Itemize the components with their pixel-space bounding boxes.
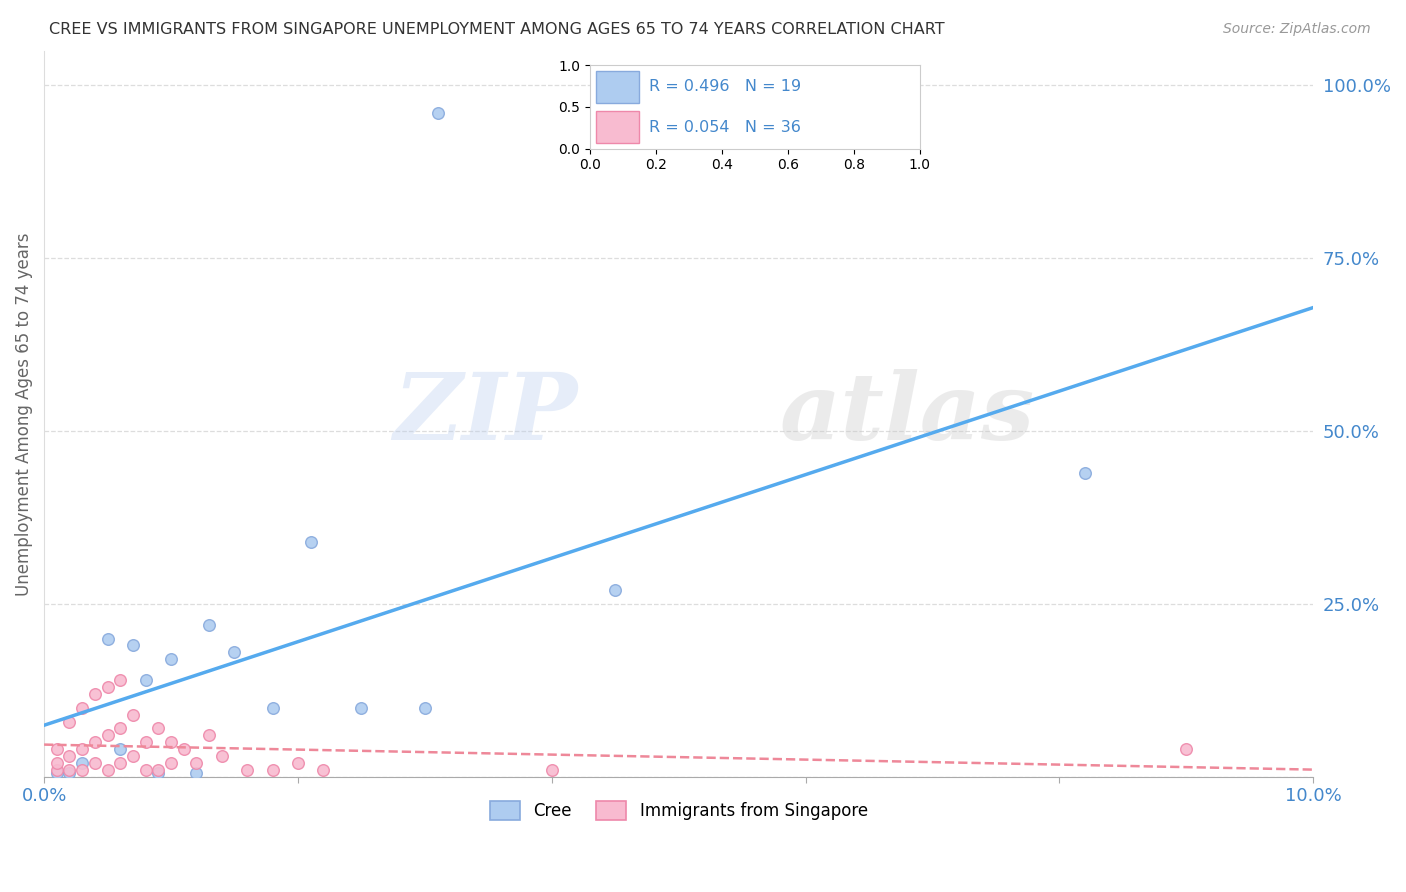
- Y-axis label: Unemployment Among Ages 65 to 74 years: Unemployment Among Ages 65 to 74 years: [15, 232, 32, 596]
- Point: [45, 756, 67, 770]
- Text: CREE VS IMMIGRANTS FROM SINGAPORE UNEMPLOYMENT AMONG AGES 65 TO 74 YEARS CORRELA: CREE VS IMMIGRANTS FROM SINGAPORE UNEMPL…: [49, 22, 945, 37]
- Point: [97, 632, 120, 646]
- Point: [299, 534, 322, 549]
- Point: [1175, 742, 1198, 756]
- Point: [287, 756, 309, 770]
- Point: [198, 728, 221, 742]
- Point: [58, 714, 80, 729]
- Point: [135, 735, 157, 749]
- Point: [236, 763, 259, 777]
- Point: [160, 652, 183, 666]
- Point: [122, 639, 145, 653]
- Point: [83, 735, 105, 749]
- Point: [45, 742, 67, 756]
- Point: [135, 673, 157, 687]
- Point: [70, 763, 93, 777]
- Point: [70, 742, 93, 756]
- Point: [83, 756, 105, 770]
- Point: [173, 742, 195, 756]
- Point: [97, 728, 120, 742]
- Point: [186, 756, 208, 770]
- Legend: Cree, Immigrants from Singapore: Cree, Immigrants from Singapore: [482, 794, 875, 827]
- Point: [58, 749, 80, 764]
- Point: [110, 722, 132, 736]
- Point: [605, 583, 627, 598]
- Point: [148, 763, 170, 777]
- Point: [160, 756, 183, 770]
- Point: [426, 106, 449, 120]
- Point: [211, 749, 233, 764]
- Text: ZIP: ZIP: [392, 368, 576, 458]
- Point: [262, 763, 284, 777]
- Point: [110, 673, 132, 687]
- Point: [350, 700, 373, 714]
- Point: [83, 687, 105, 701]
- Point: [97, 680, 120, 694]
- Point: [540, 763, 562, 777]
- Point: [70, 700, 93, 714]
- Point: [262, 700, 284, 714]
- Point: [122, 707, 145, 722]
- Point: [413, 700, 436, 714]
- Point: [148, 766, 170, 780]
- Point: [110, 742, 132, 756]
- Point: [122, 749, 145, 764]
- Text: atlas: atlas: [780, 368, 1035, 458]
- Point: [135, 763, 157, 777]
- Point: [160, 735, 183, 749]
- Text: Source: ZipAtlas.com: Source: ZipAtlas.com: [1223, 22, 1371, 37]
- Point: [148, 722, 170, 736]
- Point: [224, 645, 246, 659]
- Point: [186, 766, 208, 780]
- Point: [58, 763, 80, 777]
- Point: [1074, 466, 1097, 480]
- Point: [58, 766, 80, 780]
- Point: [110, 756, 132, 770]
- Point: [312, 763, 335, 777]
- Point: [97, 763, 120, 777]
- Point: [45, 766, 67, 780]
- Point: [70, 756, 93, 770]
- Point: [198, 617, 221, 632]
- Point: [45, 763, 67, 777]
